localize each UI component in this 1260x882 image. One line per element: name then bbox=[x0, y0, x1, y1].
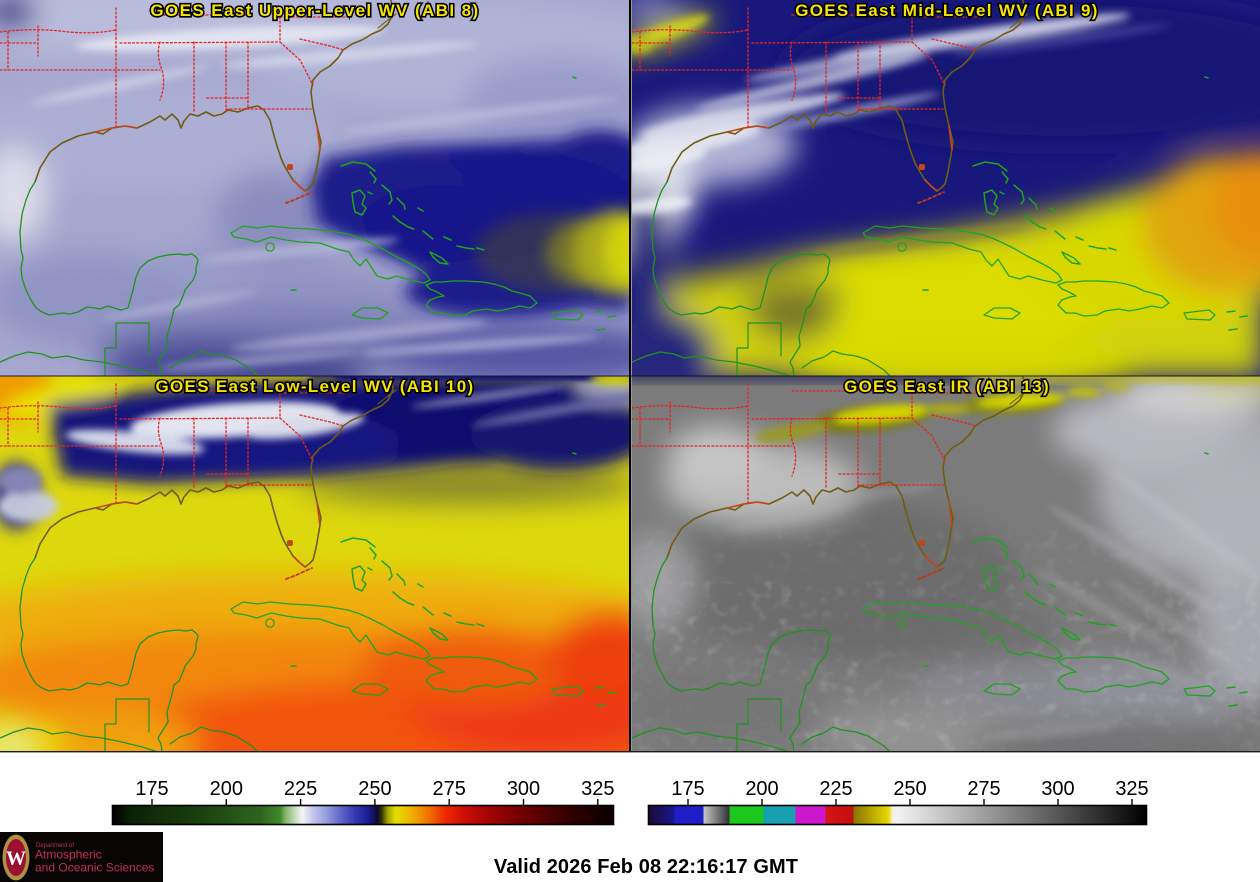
svg-text:GOES East Low-Level WV (ABI 10: GOES East Low-Level WV (ABI 10) bbox=[156, 377, 475, 396]
svg-text:300: 300 bbox=[507, 778, 540, 800]
svg-text:300: 300 bbox=[1041, 778, 1074, 800]
svg-text:225: 225 bbox=[819, 778, 852, 800]
svg-text:Atmospheric: Atmospheric bbox=[35, 848, 102, 862]
svg-text:GOES East IR (ABI 13): GOES East IR (ABI 13) bbox=[844, 377, 1050, 396]
svg-text:and Oceanic Sciences: and Oceanic Sciences bbox=[35, 861, 154, 875]
svg-text:325: 325 bbox=[1115, 778, 1148, 800]
svg-text:250: 250 bbox=[358, 778, 391, 800]
svg-text:200: 200 bbox=[745, 778, 778, 800]
svg-text:GOES East Mid-Level WV (ABI 9): GOES East Mid-Level WV (ABI 9) bbox=[795, 1, 1099, 20]
svg-text:175: 175 bbox=[135, 778, 168, 800]
svg-text:W: W bbox=[6, 848, 26, 870]
svg-text:250: 250 bbox=[893, 778, 926, 800]
svg-text:275: 275 bbox=[433, 778, 466, 800]
svg-text:Valid 2026 Feb 08 22:16:17 GMT: Valid 2026 Feb 08 22:16:17 GMT bbox=[494, 856, 798, 878]
svg-text:GOES East Upper-Level WV (ABI: GOES East Upper-Level WV (ABI 8) bbox=[150, 1, 479, 20]
svg-text:325: 325 bbox=[581, 778, 614, 800]
svg-text:275: 275 bbox=[967, 778, 1000, 800]
svg-text:175: 175 bbox=[671, 778, 704, 800]
svg-text:Department of: Department of bbox=[36, 843, 74, 849]
svg-text:200: 200 bbox=[210, 778, 243, 800]
svg-text:225: 225 bbox=[284, 778, 317, 800]
